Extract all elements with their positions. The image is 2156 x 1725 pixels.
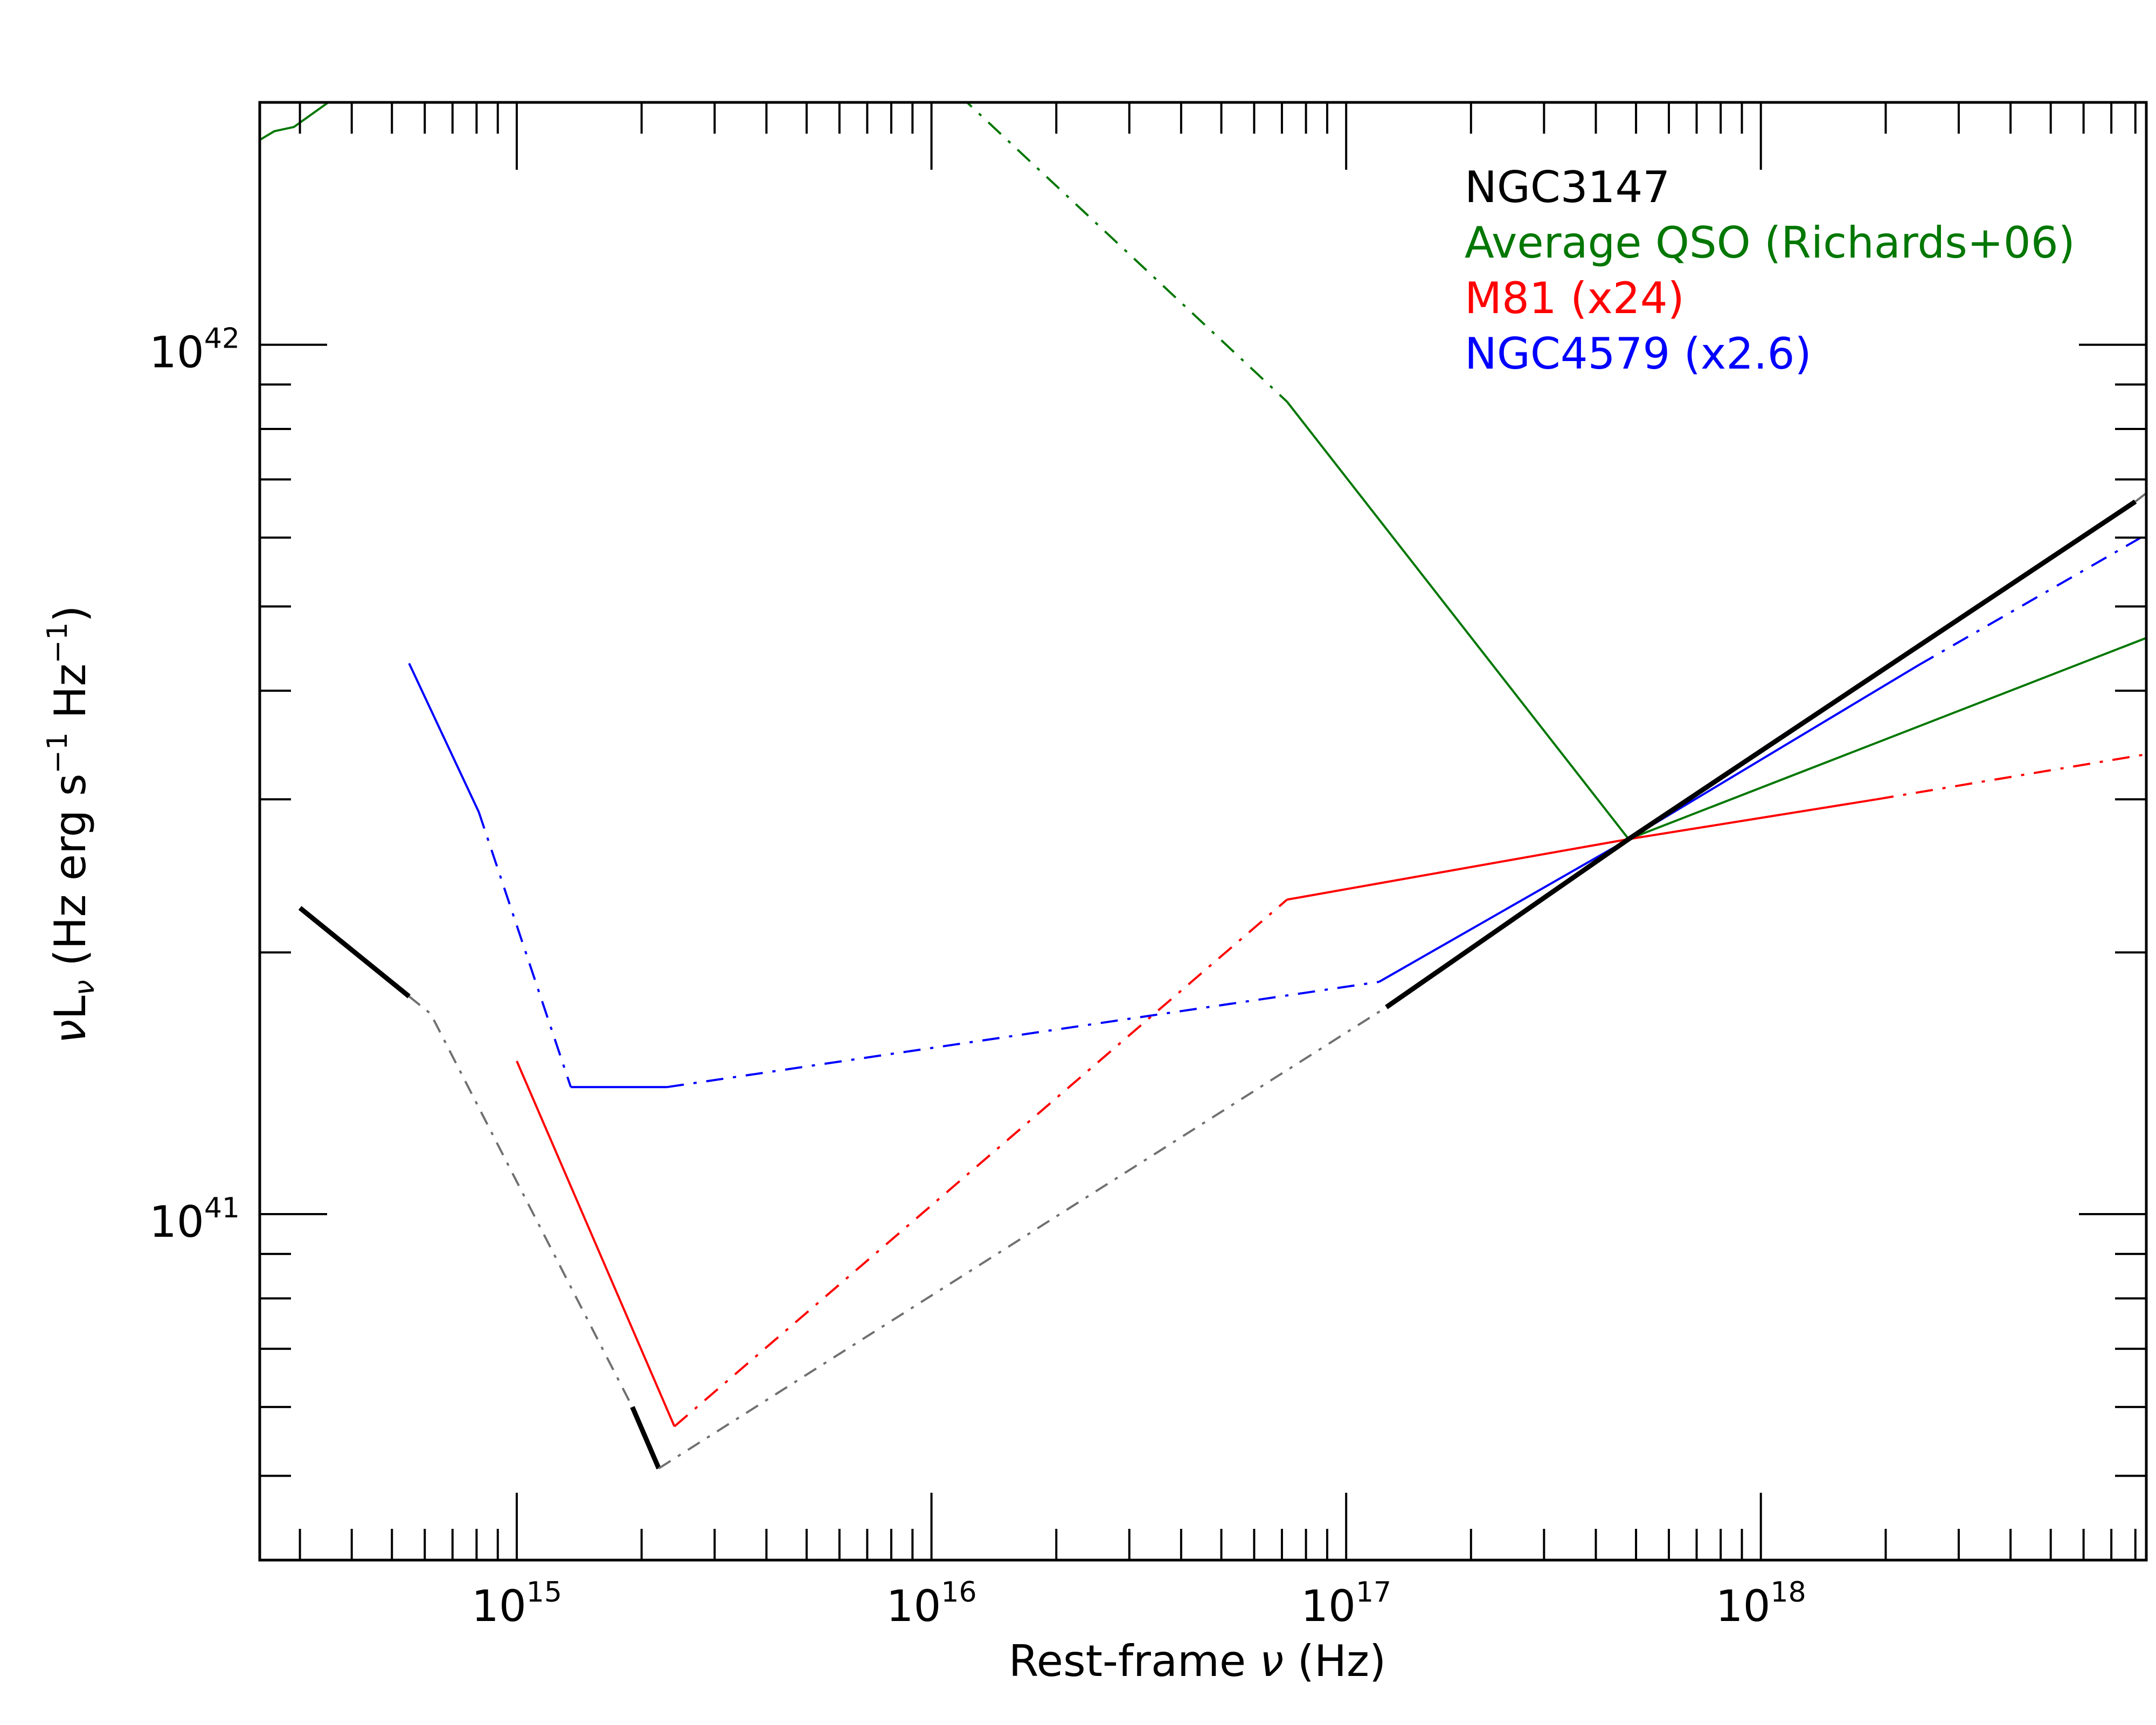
legend-entry-m81: M81 (x24) [1465,273,1684,323]
series-ngc3147-segment-5 [1385,500,2137,1009]
series-ngc4579-x2-6-segment-6 [1918,534,2146,667]
series-m81-x24-segment-1 [516,1061,676,1427]
series-m81-x24-segment-4 [1876,753,2146,801]
series-ngc3147-segment-4 [658,1006,1387,1470]
x-tick-label: 1018 [1716,1576,1806,1631]
tick-labels: 1015 1016 1017 1018 1041 1042 [149,323,1806,1631]
series-ngc3147-segment-2 [408,995,634,1408]
x-tick-label: 1016 [886,1576,977,1631]
legend-entry-ngc3147: NGC3147 [1465,162,1670,212]
legend: NGC3147 Average QSO (Richards+06) M81 (x… [1465,162,2075,379]
series-ngc3147-segment-6 [2134,492,2146,503]
series-average-qso-richards-06-segment-2 [965,102,1288,403]
series-ngc4579-x2-6-segment-4 [667,981,1379,1089]
legend-entry-ngc4579: NGC4579 (x2.6) [1465,329,1812,379]
plot-frame [258,101,2148,1562]
legend-entry-average-qso: Average QSO (Richards+06) [1465,218,2075,268]
series-m81-x24-segment-3 [1287,798,1877,901]
series-average-qso-richards-06-segment-1 [260,102,330,141]
series-ngc4579-x2-6-segment-1 [408,663,480,813]
plot-content [260,102,2146,1470]
series-ngc3147-segment-3 [630,1406,661,1470]
y-tick-label: 1042 [149,323,240,378]
x-tick-label: 1017 [1301,1576,1391,1631]
series-ngc4579-x2-6-segment-2 [477,812,572,1087]
y-axis-title: νLν (Hz erg s−1 Hz−1) [41,605,101,1043]
axis-ticks [260,102,2146,1561]
x-tick-label: 1015 [472,1576,562,1631]
series-average-qso-richards-06-segment-3 [1286,401,2146,841]
y-tick-label: 1041 [149,1192,240,1247]
x-axis-title: Rest-frame ν (Hz) [1009,1636,1386,1686]
series-m81-x24-segment-2 [674,898,1288,1428]
series-ngc3147-segment-1 [298,906,411,999]
